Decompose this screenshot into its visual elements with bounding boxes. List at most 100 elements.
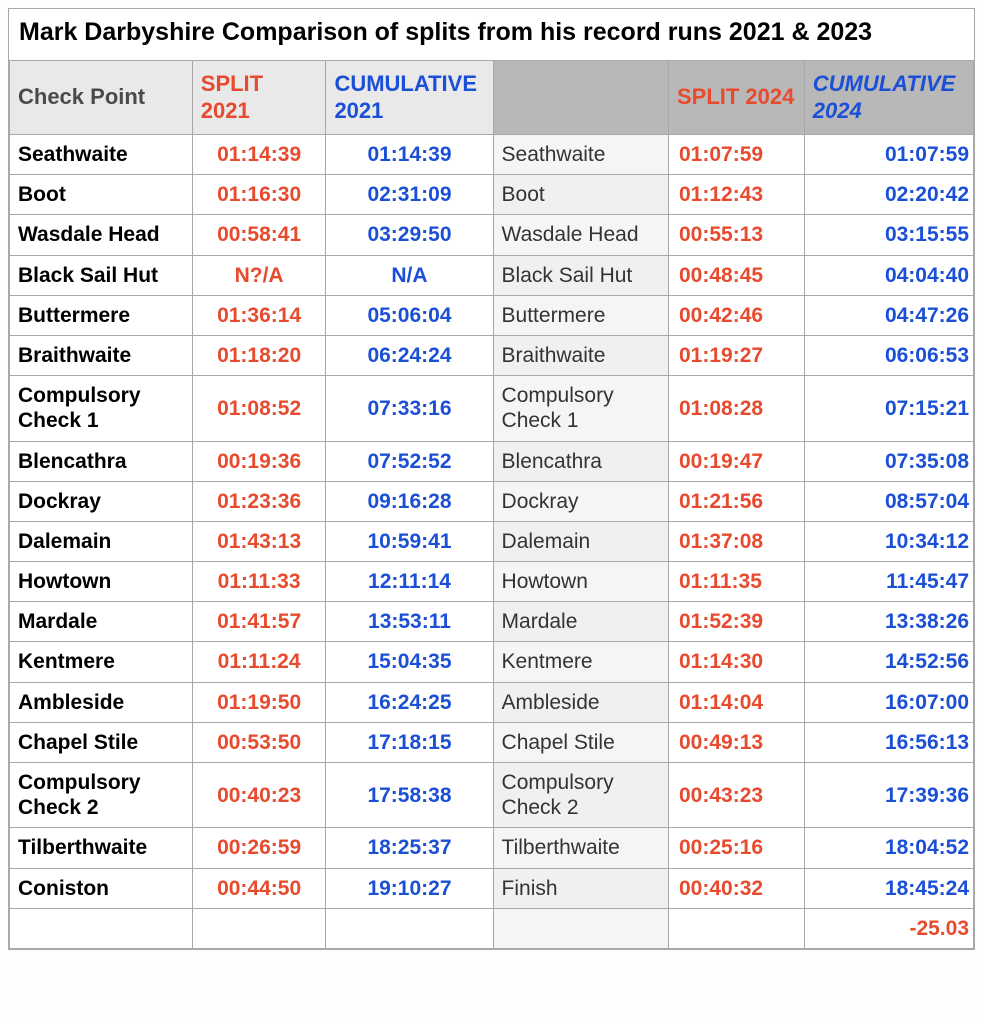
checkpoint-2021: Blencathra xyxy=(10,441,193,481)
split-2024: 01:12:43 xyxy=(668,175,804,215)
split-2021: 00:53:50 xyxy=(192,722,326,762)
empty-cell xyxy=(192,908,326,948)
table-row: Wasdale Head00:58:4103:29:50Wasdale Head… xyxy=(10,215,974,255)
checkpoint-2024: Chapel Stile xyxy=(493,722,668,762)
split-2021: 00:58:41 xyxy=(192,215,326,255)
splits-comparison-table: Check Point SPLIT 2021 CUMULATIVE 2021 S… xyxy=(9,60,974,949)
checkpoint-2024: Buttermere xyxy=(493,295,668,335)
checkpoint-2021: Wasdale Head xyxy=(10,215,193,255)
cumulative-2021: 10:59:41 xyxy=(326,521,493,561)
split-2024: 01:11:35 xyxy=(668,562,804,602)
checkpoint-2024: Boot xyxy=(493,175,668,215)
empty-cell xyxy=(493,908,668,948)
table-row: Tilberthwaite00:26:5918:25:37Tilberthwai… xyxy=(10,828,974,868)
checkpoint-2021: Boot xyxy=(10,175,193,215)
split-2024: 00:25:16 xyxy=(668,828,804,868)
split-2021: 01:36:14 xyxy=(192,295,326,335)
cumulative-2021: 17:18:15 xyxy=(326,722,493,762)
cumulative-2021: N/A xyxy=(326,255,493,295)
empty-cell xyxy=(668,908,804,948)
cumulative-2024: 04:47:26 xyxy=(804,295,973,335)
split-2021: N?/A xyxy=(192,255,326,295)
checkpoint-2024: Wasdale Head xyxy=(493,215,668,255)
checkpoint-2021: Braithwaite xyxy=(10,335,193,375)
cumulative-2021: 06:24:24 xyxy=(326,335,493,375)
cumulative-2021: 05:06:04 xyxy=(326,295,493,335)
split-2021: 01:18:20 xyxy=(192,335,326,375)
cumulative-2024: 08:57:04 xyxy=(804,481,973,521)
split-2024: 01:14:30 xyxy=(668,642,804,682)
header-cumulative-2024: CUMULATIVE 2024 xyxy=(804,61,973,135)
split-2024: 01:19:27 xyxy=(668,335,804,375)
split-2024: 01:14:04 xyxy=(668,682,804,722)
table-footer-row: -25.03 xyxy=(10,908,974,948)
table-row: Blencathra00:19:3607:52:52Blencathra00:1… xyxy=(10,441,974,481)
checkpoint-2021: Tilberthwaite xyxy=(10,828,193,868)
checkpoint-2021: Dockray xyxy=(10,481,193,521)
checkpoint-2021: Coniston xyxy=(10,868,193,908)
cumulative-2024: 11:45:47 xyxy=(804,562,973,602)
split-2021: 00:40:23 xyxy=(192,763,326,828)
cumulative-2024: 07:35:08 xyxy=(804,441,973,481)
cumulative-2024: 14:52:56 xyxy=(804,642,973,682)
table-header-row: Check Point SPLIT 2021 CUMULATIVE 2021 S… xyxy=(10,61,974,135)
cumulative-2024: 18:04:52 xyxy=(804,828,973,868)
split-2021: 00:19:36 xyxy=(192,441,326,481)
cumulative-2024: 04:04:40 xyxy=(804,255,973,295)
cumulative-2021: 13:53:11 xyxy=(326,602,493,642)
split-2024: 00:48:45 xyxy=(668,255,804,295)
cumulative-2021: 07:52:52 xyxy=(326,441,493,481)
table-row: Boot01:16:3002:31:09Boot01:12:4302:20:42 xyxy=(10,175,974,215)
split-2024: 00:55:13 xyxy=(668,215,804,255)
table-body: Seathwaite01:14:3901:14:39Seathwaite01:0… xyxy=(10,135,974,949)
checkpoint-2021: Dalemain xyxy=(10,521,193,561)
cumulative-2024: 17:39:36 xyxy=(804,763,973,828)
checkpoint-2024: Blencathra xyxy=(493,441,668,481)
table-row: Compulsory Check 101:08:5207:33:16Compul… xyxy=(10,376,974,441)
checkpoint-2024: Compulsory Check 1 xyxy=(493,376,668,441)
table-row: Howtown01:11:3312:11:14Howtown01:11:3511… xyxy=(10,562,974,602)
split-2021: 01:11:33 xyxy=(192,562,326,602)
split-2024: 00:43:23 xyxy=(668,763,804,828)
split-2024: 01:21:56 xyxy=(668,481,804,521)
split-2024: 01:52:39 xyxy=(668,602,804,642)
split-2021: 00:26:59 xyxy=(192,828,326,868)
table-row: Braithwaite01:18:2006:24:24Braithwaite01… xyxy=(10,335,974,375)
split-2021: 01:41:57 xyxy=(192,602,326,642)
cumulative-2021: 01:14:39 xyxy=(326,135,493,175)
checkpoint-2021: Ambleside xyxy=(10,682,193,722)
checkpoint-2021: Compulsory Check 2 xyxy=(10,763,193,828)
checkpoint-2021: Howtown xyxy=(10,562,193,602)
cumulative-2024: 16:56:13 xyxy=(804,722,973,762)
table-row: Mardale01:41:5713:53:11Mardale01:52:3913… xyxy=(10,602,974,642)
comparison-table-container: Mark Darbyshire Comparison of splits fro… xyxy=(8,8,975,950)
checkpoint-2024: Howtown xyxy=(493,562,668,602)
checkpoint-2024: Ambleside xyxy=(493,682,668,722)
table-row: Chapel Stile00:53:5017:18:15Chapel Stile… xyxy=(10,722,974,762)
split-2021: 01:14:39 xyxy=(192,135,326,175)
header-blank xyxy=(493,61,668,135)
split-2021: 00:44:50 xyxy=(192,868,326,908)
checkpoint-2021: Kentmere xyxy=(10,642,193,682)
table-row: Coniston00:44:5019:10:27Finish00:40:3218… xyxy=(10,868,974,908)
cumulative-2021: 03:29:50 xyxy=(326,215,493,255)
split-2021: 01:16:30 xyxy=(192,175,326,215)
cumulative-2021: 16:24:25 xyxy=(326,682,493,722)
split-2024: 00:42:46 xyxy=(668,295,804,335)
split-2021: 01:19:50 xyxy=(192,682,326,722)
cumulative-2021: 18:25:37 xyxy=(326,828,493,868)
empty-cell xyxy=(326,908,493,948)
checkpoint-2021: Black Sail Hut xyxy=(10,255,193,295)
cumulative-2021: 15:04:35 xyxy=(326,642,493,682)
empty-cell xyxy=(10,908,193,948)
header-split-2021: SPLIT 2021 xyxy=(192,61,326,135)
table-row: Ambleside01:19:5016:24:25Ambleside01:14:… xyxy=(10,682,974,722)
checkpoint-2024: Dockray xyxy=(493,481,668,521)
split-2024: 01:37:08 xyxy=(668,521,804,561)
checkpoint-2024: Finish xyxy=(493,868,668,908)
cumulative-2024: 07:15:21 xyxy=(804,376,973,441)
cumulative-2021: 07:33:16 xyxy=(326,376,493,441)
split-2024: 01:07:59 xyxy=(668,135,804,175)
cumulative-2021: 19:10:27 xyxy=(326,868,493,908)
checkpoint-2021: Compulsory Check 1 xyxy=(10,376,193,441)
